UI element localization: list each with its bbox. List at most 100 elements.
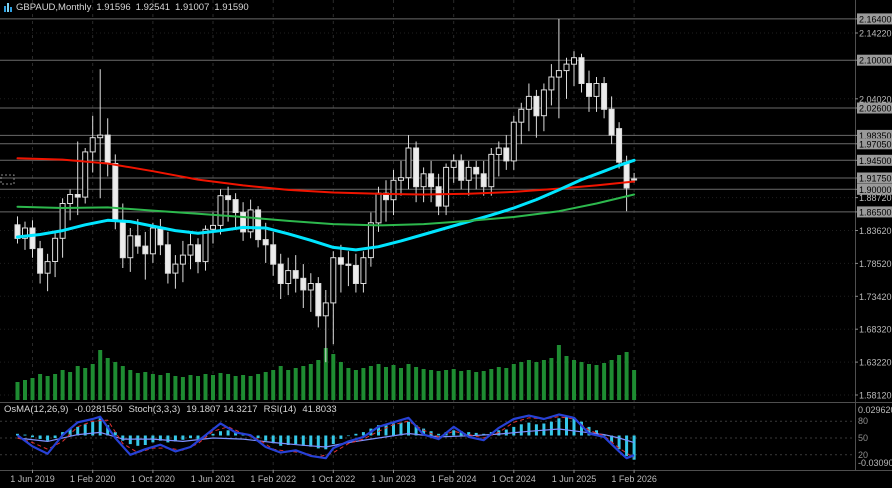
candle[interactable] — [540, 89, 547, 117]
candle[interactable] — [420, 173, 427, 188]
candle[interactable] — [262, 239, 269, 246]
candle[interactable] — [465, 166, 472, 181]
candle[interactable] — [277, 263, 284, 285]
price-tag-label[interactable]: 1.86500 — [859, 207, 892, 217]
price-axis-label[interactable]: 1.78520 — [859, 259, 892, 269]
candle[interactable] — [608, 108, 615, 136]
price-axis-label[interactable]: 1.68320 — [859, 325, 892, 335]
candle[interactable] — [270, 244, 277, 265]
time-axis-label[interactable]: 1 Feb 2024 — [431, 474, 477, 484]
candle[interactable] — [405, 147, 412, 179]
price-tag-label[interactable]: 2.02600 — [859, 104, 892, 114]
price-tag-label[interactable]: 2.10000 — [859, 56, 892, 66]
candle[interactable] — [179, 254, 186, 265]
candle[interactable] — [37, 248, 44, 274]
candle[interactable] — [134, 235, 141, 247]
ma-green-line[interactable] — [16, 193, 636, 227]
price-axis-label[interactable]: 1.73420 — [859, 292, 892, 302]
ma-red-line[interactable] — [16, 157, 636, 196]
candle[interactable] — [616, 128, 623, 163]
candle[interactable] — [104, 134, 111, 165]
candle[interactable] — [172, 263, 179, 274]
candle[interactable] — [548, 76, 555, 91]
candle[interactable] — [202, 228, 209, 263]
candle[interactable] — [157, 227, 164, 246]
candle[interactable] — [631, 178, 638, 181]
candle[interactable] — [367, 222, 374, 259]
candle[interactable] — [586, 83, 592, 97]
candle[interactable] — [29, 227, 36, 250]
candle[interactable] — [345, 263, 352, 266]
candle[interactable] — [352, 264, 359, 284]
price-axis-label[interactable]: 1.58120 — [859, 391, 892, 401]
candle[interactable] — [82, 151, 89, 198]
candle[interactable] — [315, 283, 322, 317]
candle[interactable] — [119, 219, 126, 259]
price-tag-label[interactable]: 1.97050 — [859, 139, 892, 149]
candle[interactable] — [247, 209, 254, 233]
candle[interactable] — [240, 212, 247, 233]
candle[interactable] — [360, 257, 367, 285]
candle[interactable] — [398, 177, 404, 181]
candle[interactable] — [285, 270, 292, 285]
dashed-marker-box[interactable] — [0, 174, 15, 185]
candle[interactable] — [435, 186, 442, 207]
candle[interactable] — [480, 173, 487, 188]
price-tag-label[interactable]: 1.91750 — [859, 174, 892, 184]
candle[interactable] — [149, 227, 156, 255]
candle[interactable] — [593, 83, 600, 97]
price-tag-label[interactable]: 1.98350 — [859, 131, 892, 141]
candle[interactable] — [127, 235, 134, 259]
candle[interactable] — [330, 257, 337, 304]
candle[interactable] — [44, 261, 51, 274]
candle[interactable] — [495, 147, 502, 155]
candle[interactable] — [22, 227, 28, 239]
time-axis-label[interactable]: 1 Feb 2020 — [70, 474, 116, 484]
candle[interactable] — [518, 108, 525, 123]
candle[interactable] — [97, 134, 104, 139]
candle[interactable] — [413, 147, 420, 188]
candle[interactable] — [458, 160, 465, 181]
candle[interactable] — [89, 137, 96, 153]
candle[interactable] — [488, 153, 495, 188]
candle[interactable] — [195, 244, 201, 263]
candle[interactable] — [473, 166, 480, 175]
candle[interactable] — [601, 83, 608, 110]
time-axis-label[interactable]: 1 Feb 2022 — [250, 474, 296, 484]
candle[interactable] — [510, 121, 517, 162]
candle[interactable] — [571, 57, 577, 65]
candle[interactable] — [300, 277, 307, 291]
candle[interactable] — [525, 95, 532, 110]
time-axis-label[interactable]: 1 Feb 2026 — [611, 474, 657, 484]
candle[interactable] — [74, 194, 81, 198]
price-tag-label[interactable]: 1.94500 — [859, 156, 892, 166]
candle[interactable] — [52, 237, 59, 263]
candle[interactable] — [67, 194, 74, 204]
candle[interactable] — [142, 245, 149, 255]
candle[interactable] — [555, 70, 562, 78]
price-axis-label[interactable]: 2.04020 — [859, 94, 892, 104]
time-axis-label[interactable]: 1 Jun 2023 — [371, 474, 416, 484]
candle[interactable] — [255, 209, 262, 241]
candle[interactable] — [623, 161, 630, 189]
price-axis-label[interactable]: 1.83620 — [859, 226, 892, 236]
candle[interactable] — [59, 203, 66, 239]
candle[interactable] — [217, 195, 224, 226]
time-axis-label[interactable]: 1 Jun 2021 — [191, 474, 236, 484]
time-axis-label[interactable]: 1 Jun 2025 — [552, 474, 597, 484]
candle[interactable] — [503, 147, 510, 162]
candle[interactable] — [210, 224, 216, 230]
candle[interactable] — [443, 166, 450, 207]
candle[interactable] — [164, 244, 171, 274]
candle[interactable] — [375, 192, 382, 224]
candle[interactable] — [187, 244, 194, 256]
time-axis-label[interactable]: 1 Oct 2022 — [311, 474, 355, 484]
ma-cyan-line[interactable] — [16, 158, 636, 252]
price-axis-label[interactable]: 1.88720 — [859, 193, 892, 203]
time-axis-label[interactable]: 1 Oct 2020 — [131, 474, 175, 484]
candle[interactable] — [232, 199, 239, 214]
price-tag-label[interactable]: 2.16400 — [859, 14, 892, 24]
time-axis-label[interactable]: 1 Jun 2019 — [10, 474, 55, 484]
price-tag-label[interactable]: 1.90000 — [859, 185, 892, 195]
